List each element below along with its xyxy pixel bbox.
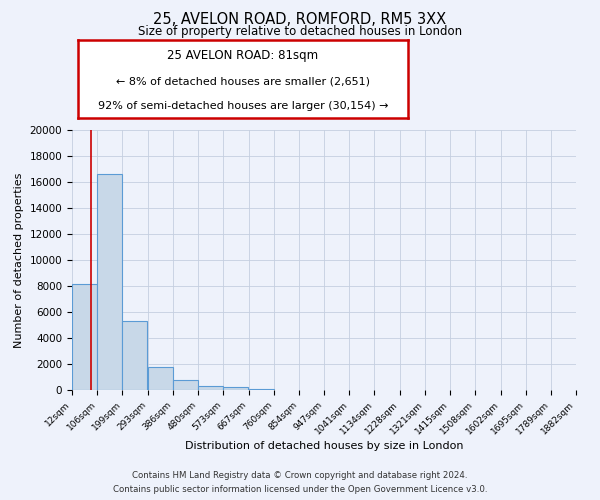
Text: 25, AVELON ROAD, ROMFORD, RM5 3XX: 25, AVELON ROAD, ROMFORD, RM5 3XX xyxy=(154,12,446,28)
Bar xyxy=(97,174,122,390)
Text: 92% of semi-detached houses are larger (30,154) →: 92% of semi-detached houses are larger (… xyxy=(98,101,388,111)
Bar xyxy=(122,321,148,390)
Bar xyxy=(223,388,248,390)
Y-axis label: Number of detached properties: Number of detached properties xyxy=(14,172,24,348)
Bar xyxy=(72,284,97,390)
Bar xyxy=(173,380,198,390)
Text: Contains public sector information licensed under the Open Government Licence v3: Contains public sector information licen… xyxy=(113,484,487,494)
Bar xyxy=(198,386,223,390)
Text: 25 AVELON ROAD: 81sqm: 25 AVELON ROAD: 81sqm xyxy=(167,49,319,62)
Text: ← 8% of detached houses are smaller (2,651): ← 8% of detached houses are smaller (2,6… xyxy=(116,76,370,86)
Text: Size of property relative to detached houses in London: Size of property relative to detached ho… xyxy=(138,25,462,38)
Text: Contains HM Land Registry data © Crown copyright and database right 2024.: Contains HM Land Registry data © Crown c… xyxy=(132,472,468,480)
Bar xyxy=(248,388,274,390)
Bar xyxy=(148,366,173,390)
X-axis label: Distribution of detached houses by size in London: Distribution of detached houses by size … xyxy=(185,442,463,452)
